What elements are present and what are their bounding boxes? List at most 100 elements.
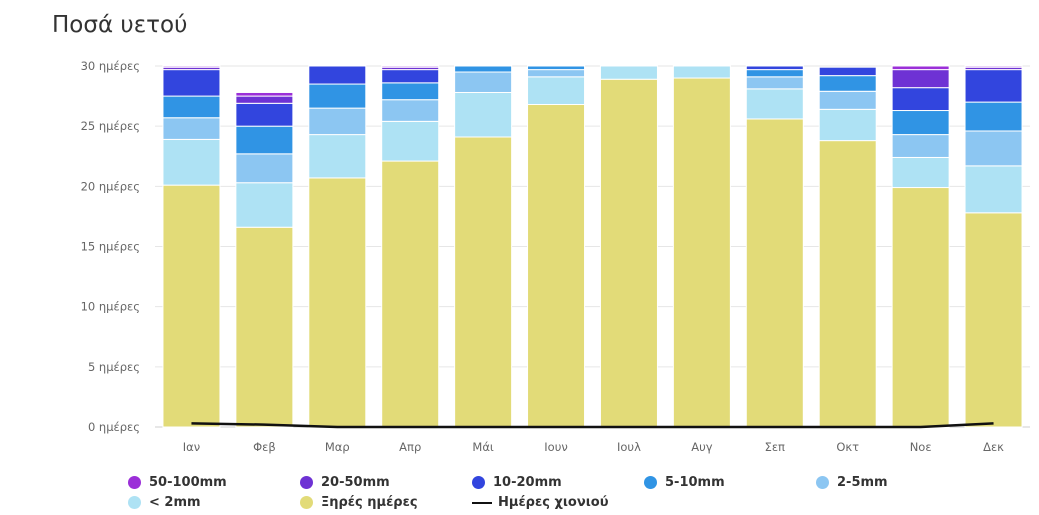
bar-segment[interactable] (235, 226, 294, 428)
bar-segment[interactable] (162, 184, 221, 428)
legend-item[interactable]: 10-20mm (472, 474, 644, 491)
bar-segment[interactable] (818, 140, 877, 428)
bar-segment[interactable] (454, 91, 513, 138)
bar-segment[interactable] (162, 138, 221, 186)
bar-segment[interactable] (235, 95, 294, 104)
x-tick-label: Δεκ (983, 440, 1004, 454)
bar-segment[interactable] (162, 69, 221, 97)
x-tick-label: Οκτ (836, 440, 859, 454)
bar-segment[interactable] (381, 99, 440, 122)
bar-segment[interactable] (381, 160, 440, 428)
bar-segment[interactable] (745, 69, 804, 78)
bar-segment[interactable] (381, 82, 440, 101)
bar-segment[interactable] (672, 77, 731, 428)
bar-segment[interactable] (235, 102, 294, 127)
legend-dot-icon (644, 476, 657, 489)
bar-segment[interactable] (672, 65, 731, 79)
bar-segment[interactable] (891, 69, 950, 89)
bar-segment[interactable] (964, 65, 1023, 68)
bar-segment[interactable] (162, 95, 221, 119)
bar-segment[interactable] (964, 130, 1023, 167)
y-tick-label: 10 ημέρες (81, 300, 140, 314)
bar-segment[interactable] (745, 76, 804, 90)
bar-segment[interactable] (891, 156, 950, 189)
y-tick-label: 20 ημέρες (81, 179, 140, 193)
x-tick-label: Αυγ (691, 440, 713, 454)
chart-legend: 50-100mm 20-50mm 10-20mm 5-10mm 2-5mm < 2mm Ξη… (128, 474, 988, 511)
x-tick-label: Νοε (910, 440, 932, 454)
bar-segment[interactable] (745, 118, 804, 428)
legend-label: 10-20mm (493, 475, 562, 490)
bar-segment[interactable] (818, 75, 877, 92)
bar-segment[interactable] (308, 177, 367, 428)
legend-item[interactable]: 5-10mm (644, 474, 816, 491)
bar-segment[interactable] (964, 212, 1023, 428)
y-tick-label: 0 ημέρες (88, 420, 140, 434)
legend-dot-icon (300, 496, 313, 509)
x-tick-label: Ιαν (183, 440, 200, 454)
legend-item[interactable]: Ημέρες χιονιού (472, 494, 644, 511)
bar-segment[interactable] (454, 71, 513, 93)
legend-item[interactable]: 50-100mm (128, 474, 300, 491)
bar-segment[interactable] (308, 107, 367, 136)
bar-segment[interactable] (527, 76, 586, 106)
x-tick-label: Φεβ (253, 440, 276, 454)
x-tick-label: Σεπ (765, 440, 785, 454)
bar-segment[interactable] (745, 65, 804, 71)
bar-segment[interactable] (818, 66, 877, 77)
bar-segment[interactable] (308, 134, 367, 179)
legend-label: 50-100mm (149, 475, 227, 490)
legend-item[interactable]: 2-5mm (816, 474, 988, 491)
y-tick-label: 30 ημέρες (81, 59, 140, 73)
snow-days-line[interactable] (191, 422, 994, 429)
bar-segment[interactable] (745, 88, 804, 120)
bar-segment[interactable] (599, 78, 658, 428)
bar-segment[interactable] (381, 120, 440, 162)
bar-segment[interactable] (162, 117, 221, 140)
legend-dot-icon (128, 476, 141, 489)
bar-segment[interactable] (891, 65, 950, 71)
legend-label: Ξηρές ημέρες (321, 495, 418, 510)
bar-segment[interactable] (454, 136, 513, 428)
bar-segment[interactable] (818, 108, 877, 142)
bar-segment[interactable] (599, 65, 658, 80)
bar-segment[interactable] (964, 165, 1023, 214)
bar-segment[interactable] (891, 87, 950, 112)
y-tick-label: 5 ημέρες (88, 360, 140, 374)
y-tick-label: 15 ημέρες (81, 240, 140, 254)
bar-segment[interactable] (162, 65, 221, 68)
bar-segment[interactable] (891, 110, 950, 136)
legend-label: Ημέρες χιονιού (498, 495, 609, 510)
bar-segment[interactable] (964, 101, 1023, 132)
legend-line-icon (472, 501, 492, 504)
bar-segment[interactable] (818, 90, 877, 110)
legend-item[interactable]: 20-50mm (300, 474, 472, 491)
legend-dot-icon (300, 476, 313, 489)
bar-segment[interactable] (891, 134, 950, 158)
x-tick-label: Μαρ (325, 440, 350, 454)
bar-segment[interactable] (235, 153, 294, 184)
bar-segment[interactable] (235, 91, 294, 97)
legend-label: 2-5mm (837, 475, 888, 490)
bar-segment[interactable] (381, 69, 440, 84)
bar-segment[interactable] (527, 104, 586, 428)
legend-label: < 2mm (149, 495, 201, 510)
y-tick-label: 25 ημέρες (81, 119, 140, 133)
rainfall-stacked-bar-chart: 0 ημέρες 5 ημέρες 10 ημέρες 15 ημέρες 20 ημέ… (81, 59, 1030, 454)
legend-item[interactable]: Ξηρές ημέρες (300, 494, 472, 511)
bar-segment[interactable] (235, 182, 294, 228)
bar-segment[interactable] (454, 65, 513, 73)
bar-segment[interactable] (308, 65, 367, 85)
bar-segment[interactable] (891, 187, 950, 428)
legend-dot-icon (472, 476, 485, 489)
bar-segment[interactable] (527, 69, 586, 78)
x-tick-label: Μάι (472, 440, 494, 454)
bar-segment[interactable] (527, 65, 586, 71)
bar-segment[interactable] (381, 65, 440, 68)
legend-label: 5-10mm (665, 475, 725, 490)
legend-dot-icon (816, 476, 829, 489)
bar-segment[interactable] (308, 83, 367, 109)
bar-segment[interactable] (235, 125, 294, 155)
legend-item[interactable]: < 2mm (128, 494, 300, 511)
bar-segment[interactable] (964, 69, 1023, 103)
